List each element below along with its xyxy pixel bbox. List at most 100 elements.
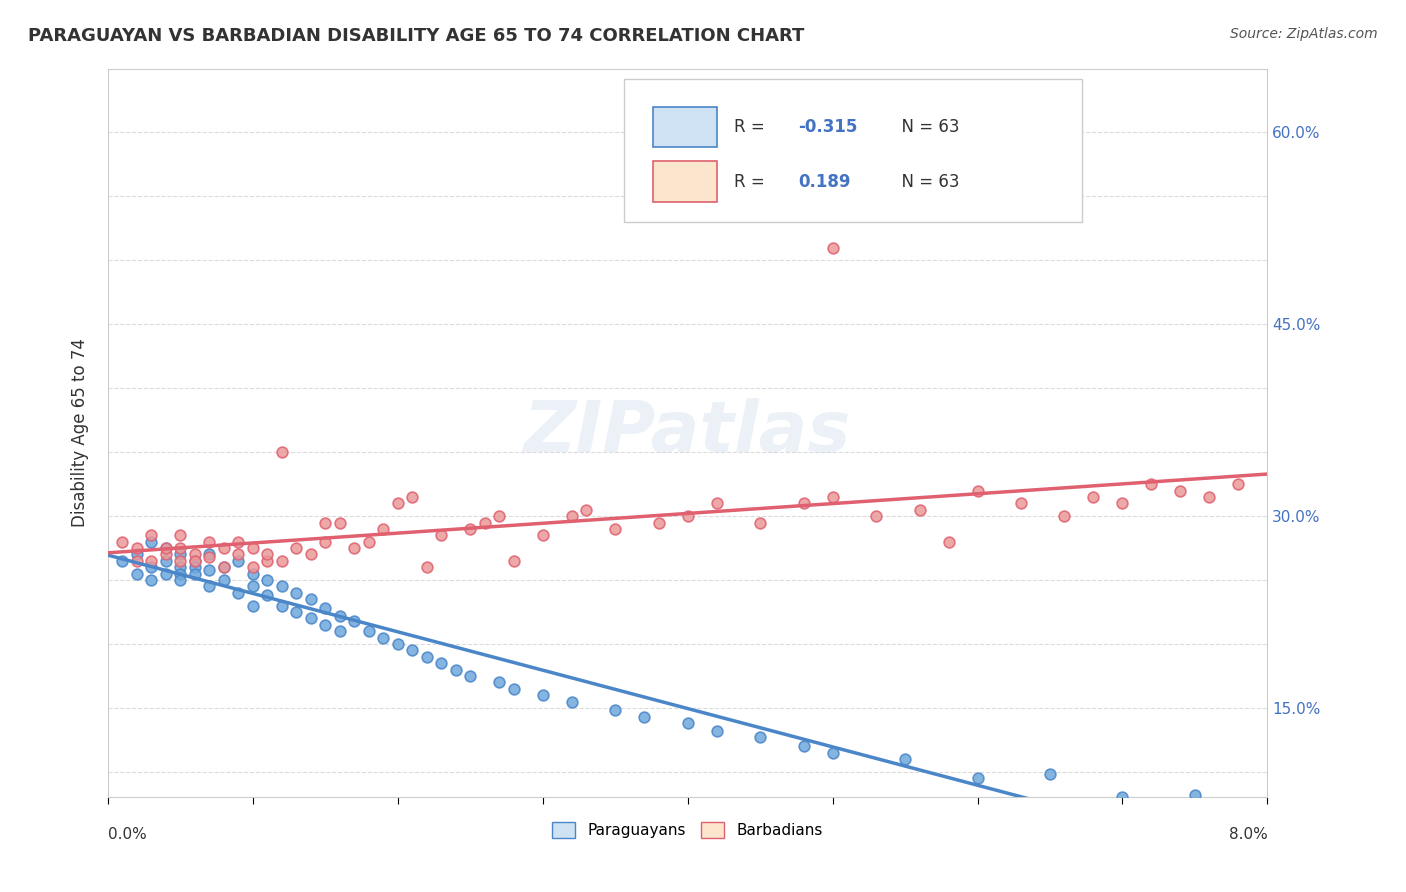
Point [141,534,163,549]
Point [343,541,366,555]
Point [938,534,960,549]
Point [198,549,221,564]
Point [242,541,264,555]
Point [1227,477,1250,491]
Point [228,586,250,600]
Point [212,560,235,574]
Point [430,656,453,670]
Point [793,496,815,510]
Point [256,548,278,562]
Point [966,771,988,785]
Point [1198,490,1220,504]
Point [299,592,322,607]
Text: ZIPatlas: ZIPatlas [524,399,852,467]
Point [184,566,207,581]
Point [285,605,308,619]
Point [865,509,887,524]
Text: -0.315: -0.315 [797,118,858,136]
Point [401,490,423,504]
Text: 0.0%: 0.0% [108,827,146,842]
Point [458,669,481,683]
Point [1111,496,1133,510]
Point [228,548,250,562]
Point [676,716,699,731]
Point [387,496,409,510]
Point [212,560,235,574]
Point [488,675,510,690]
Point [184,548,207,562]
Point [141,528,163,542]
Point [184,554,207,568]
Y-axis label: Disability Age 65 to 74: Disability Age 65 to 74 [72,339,89,527]
Point [416,649,439,664]
Point [212,541,235,555]
Point [270,554,292,568]
Point [256,573,278,587]
Text: R =: R = [734,172,775,191]
Point [633,710,655,724]
Point [706,723,728,738]
Point [561,509,583,524]
FancyBboxPatch shape [652,161,717,202]
Text: N = 63: N = 63 [890,118,959,136]
Point [329,516,352,530]
Point [256,554,278,568]
Point [155,566,177,581]
Point [821,490,844,504]
Point [502,681,524,696]
Point [430,528,453,542]
Point [270,445,292,459]
Point [169,548,191,562]
Point [1170,483,1192,498]
Point [155,548,177,562]
Point [1083,490,1105,504]
Point [270,599,292,613]
Point [373,631,395,645]
Text: 8.0%: 8.0% [1229,827,1267,842]
Point [212,573,235,587]
Point [111,554,134,568]
Point [416,560,439,574]
Point [270,579,292,593]
Point [488,509,510,524]
Point [561,694,583,708]
Point [141,573,163,587]
FancyBboxPatch shape [652,107,717,147]
Point [314,617,336,632]
Point [575,502,598,516]
Point [198,579,221,593]
Point [141,554,163,568]
Point [1184,788,1206,802]
Point [605,704,627,718]
Point [894,752,917,766]
Point [821,241,844,255]
Point [169,560,191,574]
Point [228,554,250,568]
Point [198,563,221,577]
Point [474,516,496,530]
Point [343,614,366,628]
Point [169,541,191,555]
Point [314,534,336,549]
Point [908,502,931,516]
Point [299,548,322,562]
Text: PARAGUAYAN VS BARBADIAN DISABILITY AGE 65 TO 74 CORRELATION CHART: PARAGUAYAN VS BARBADIAN DISABILITY AGE 6… [28,27,804,45]
Text: Source: ZipAtlas.com: Source: ZipAtlas.com [1230,27,1378,41]
Point [125,566,148,581]
Text: N = 63: N = 63 [890,172,959,191]
Point [169,554,191,568]
Point [228,534,250,549]
Point [1053,509,1076,524]
Point [184,554,207,568]
Point [357,624,380,639]
Point [749,516,772,530]
Point [155,541,177,555]
Point [242,560,264,574]
Point [401,643,423,657]
Point [256,588,278,602]
Point [502,554,524,568]
Point [155,541,177,555]
Legend: Paraguayans, Barbadians: Paraguayans, Barbadians [547,816,830,845]
Point [1010,496,1032,510]
Point [125,548,148,562]
